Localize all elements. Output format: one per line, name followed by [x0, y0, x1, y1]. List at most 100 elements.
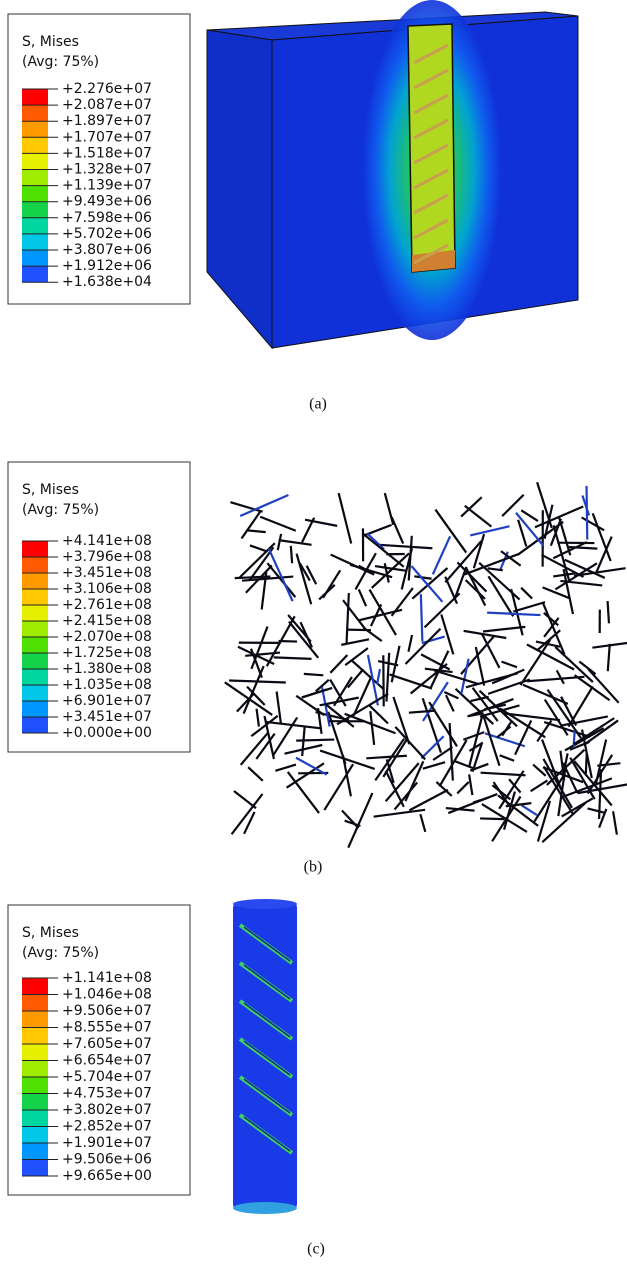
legend-swatch [22, 669, 48, 685]
fibre [359, 589, 366, 606]
fibre [466, 580, 485, 599]
fibre [278, 534, 281, 550]
legend-swatch [22, 557, 48, 573]
rod-top [233, 899, 297, 909]
legend-value: +1.901e+07 [62, 1135, 152, 1151]
fibre [537, 482, 552, 528]
fibre [247, 687, 265, 705]
legend-swatch [22, 573, 48, 589]
legend-swatch [22, 121, 48, 137]
fibre [531, 780, 548, 791]
legend-value: +9.506e+06 [62, 1152, 152, 1168]
legend-swatch [22, 89, 48, 105]
fibre [608, 601, 609, 623]
legend-swatch [22, 1094, 48, 1111]
legend-value: +1.707e+07 [62, 129, 152, 145]
fibre [393, 697, 409, 744]
legend-value: +1.046e+08 [62, 987, 152, 1003]
legend-swatch [22, 186, 48, 202]
fibre [330, 655, 347, 673]
fibre [470, 526, 509, 535]
fibre [346, 593, 348, 644]
legend-swatch [22, 1044, 48, 1061]
legend-value: +1.380e+08 [62, 661, 152, 677]
fibre [500, 755, 514, 760]
fibre [383, 740, 406, 777]
fibre [455, 567, 466, 598]
fibre [446, 695, 454, 711]
fibre [320, 751, 375, 769]
fibre [246, 530, 265, 532]
fibre [408, 635, 412, 652]
caption: (b) [304, 859, 323, 876]
fibre [527, 677, 584, 681]
legend-value: +1.897e+07 [62, 113, 152, 129]
legend-title: S, Mises [22, 34, 79, 50]
legend-value: +2.761e+08 [62, 597, 152, 613]
fibre [370, 711, 374, 745]
legend-value: +5.702e+06 [62, 226, 152, 242]
legend-swatch [22, 1127, 48, 1144]
fibre [593, 513, 611, 561]
fibre [537, 720, 551, 741]
legend-swatch [22, 266, 48, 282]
legend-value: +4.753e+07 [62, 1086, 152, 1102]
fibre [339, 493, 352, 543]
fibre [277, 692, 281, 725]
fibre [465, 506, 492, 527]
fibre [420, 814, 425, 832]
fibre [521, 588, 532, 599]
fibre [230, 502, 262, 512]
fibre [421, 594, 423, 641]
fibre [423, 762, 445, 769]
fibre [392, 588, 413, 616]
legend-value: +4.141e+08 [62, 533, 152, 549]
legend-value: +3.451e+07 [62, 709, 152, 725]
legend-value: +6.901e+07 [62, 693, 152, 709]
fibre [409, 790, 448, 810]
legend-value: +3.796e+08 [62, 549, 152, 565]
legend-value: +1.328e+07 [62, 162, 152, 178]
fibre [377, 669, 380, 684]
fibre [533, 765, 546, 776]
legend-swatch [22, 1011, 48, 1028]
legend-subtitle: (Avg: 75%) [22, 945, 99, 961]
rod-bottom [233, 1202, 297, 1214]
fibre [522, 805, 537, 815]
fibre [307, 566, 317, 584]
fibre [502, 495, 524, 516]
legend-subtitle: (Avg: 75%) [22, 502, 99, 518]
fibre [385, 493, 393, 525]
legend-swatch [22, 1028, 48, 1045]
fibre [251, 626, 267, 668]
fibre [375, 739, 404, 781]
fibre [487, 613, 540, 615]
fibre [345, 648, 368, 665]
fibre [331, 555, 375, 575]
legend-value: +6.654e+07 [62, 1053, 152, 1069]
fibre [291, 546, 292, 563]
legend-swatch [22, 218, 48, 234]
fibre [453, 761, 476, 770]
legend-swatch [22, 978, 48, 995]
legend-value: +3.802e+07 [62, 1102, 152, 1118]
legend-title: S, Mises [22, 925, 79, 941]
legend-swatch [22, 202, 48, 218]
legend-value: +5.704e+07 [62, 1069, 152, 1085]
legend-swatch [22, 685, 48, 701]
legend-swatch [22, 1143, 48, 1160]
fibre [288, 772, 319, 813]
legend-swatch [22, 1061, 48, 1078]
legend-value: +3.807e+06 [62, 242, 152, 258]
fibre [457, 782, 468, 793]
legend-value: +8.555e+07 [62, 1020, 152, 1036]
legend-value: +7.598e+06 [62, 210, 152, 226]
legend-swatch [22, 105, 48, 121]
fibre [260, 517, 296, 531]
fibre [481, 773, 526, 776]
legend-value: +0.000e+00 [62, 725, 152, 741]
legend-swatch [22, 621, 48, 637]
fibre [257, 709, 259, 727]
legend-swatch [22, 234, 48, 250]
fibre [250, 545, 268, 551]
